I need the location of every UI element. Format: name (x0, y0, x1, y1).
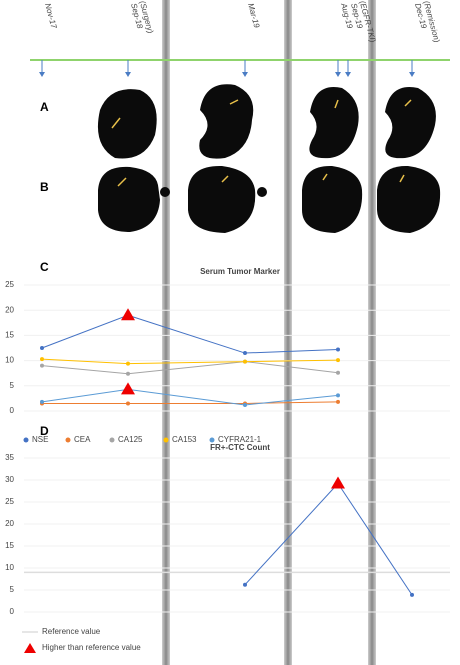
divider (368, 0, 376, 665)
point (40, 363, 44, 368)
y-tick-label: 10 (5, 563, 14, 572)
series-line (41, 314, 129, 349)
series-line (127, 361, 246, 375)
legend-label: NSE (32, 435, 48, 444)
point (336, 358, 340, 363)
series-line (244, 349, 339, 354)
panel-label: D (40, 424, 49, 438)
panel-label: B (40, 180, 49, 194)
y-tick-label: 0 (10, 406, 15, 415)
point (410, 592, 414, 597)
timeline-arrowhead (125, 72, 131, 77)
series-line (337, 483, 413, 596)
y-tick-label: 25 (5, 497, 14, 506)
point (40, 357, 44, 362)
series-line (127, 388, 246, 406)
point (243, 402, 247, 407)
timeline-label: Sep-18(Surgery) (129, 0, 155, 37)
legend-swatch (24, 643, 36, 653)
divider (162, 0, 170, 665)
point (126, 361, 130, 366)
y-tick-label: 20 (5, 519, 14, 528)
y-tick-label: 5 (10, 585, 15, 594)
y-tick-label: 5 (10, 381, 15, 390)
y-tick-label: 35 (5, 453, 14, 462)
legend-label: Higher than reference value (42, 643, 141, 652)
y-tick-label: 25 (5, 280, 14, 289)
y-tick-label: 10 (5, 356, 14, 365)
series-line (244, 359, 339, 363)
point (336, 370, 340, 375)
point (336, 393, 340, 398)
high-marker (121, 382, 135, 395)
timeline-arrowhead (39, 72, 45, 77)
legend-swatch (23, 437, 29, 443)
timeline-arrowhead (345, 72, 351, 77)
series-line (41, 388, 129, 403)
y-tick-label: 15 (5, 331, 14, 340)
point (243, 359, 247, 364)
timeline-arrowhead (242, 72, 248, 77)
series-line (127, 361, 246, 365)
timeline-date: Nov-17 (43, 2, 59, 30)
series-line (244, 483, 339, 586)
legend-label: CYFRA21-1 (218, 435, 262, 444)
legend-label: CA153 (172, 435, 197, 444)
timeline-date: Mar-19 (246, 2, 261, 29)
legend-label: CEA (74, 435, 91, 444)
timeline-label: Nov-17 (43, 2, 59, 30)
panel-label: C (40, 260, 49, 274)
series-line (41, 365, 129, 375)
legend-label: Reference value (42, 627, 101, 636)
point (243, 351, 247, 356)
series-line (127, 314, 246, 354)
high-marker (331, 476, 345, 489)
legend-swatch (65, 437, 71, 443)
legend-label: CA125 (118, 435, 143, 444)
legend-swatch (163, 437, 169, 443)
point (126, 371, 130, 376)
high-marker (121, 308, 135, 321)
legend-swatch (109, 437, 115, 443)
chart-title: Serum Tumor Marker (200, 267, 280, 276)
y-tick-label: 0 (10, 607, 15, 616)
timeline-arrowhead (335, 72, 341, 77)
panel-label: A (40, 100, 49, 114)
timeline-label: Mar-19 (246, 2, 261, 29)
point (40, 399, 44, 404)
ct-images (97, 84, 441, 233)
legend-swatch (209, 437, 215, 443)
y-tick-label: 20 (5, 305, 14, 314)
point (126, 401, 130, 406)
point (40, 346, 44, 350)
y-tick-label: 30 (5, 475, 14, 484)
point (243, 582, 247, 587)
chart-title: FR+-CTC Count (210, 443, 270, 452)
point (336, 399, 340, 404)
timeline-arrowhead (409, 72, 415, 77)
timeline-label: Dec-19(Remission) (413, 0, 442, 46)
y-tick-label: 15 (5, 541, 14, 550)
series-line (41, 358, 129, 365)
series-line (244, 394, 339, 406)
divider (284, 0, 292, 665)
series-line (244, 361, 339, 374)
point (336, 347, 340, 352)
